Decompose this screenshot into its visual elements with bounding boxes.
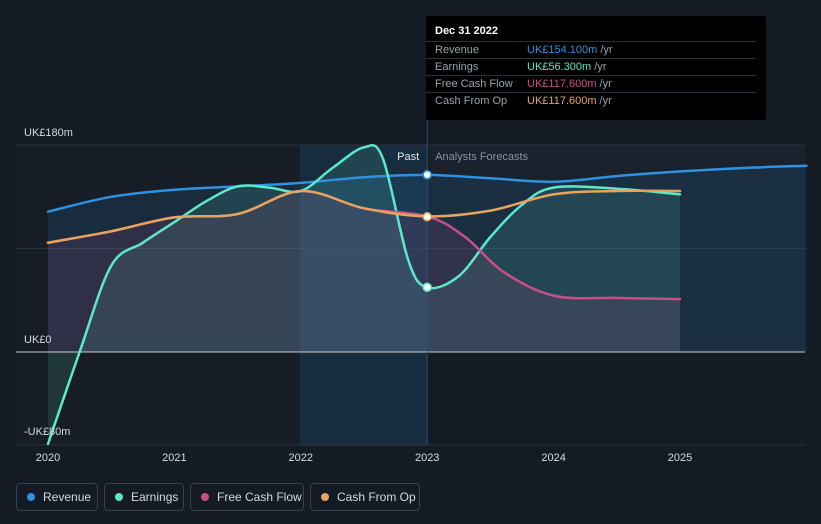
tooltip-value: UK£117.600m <box>527 78 597 90</box>
x-tick-label: 2022 <box>289 452 313 464</box>
tooltip-unit: /yr <box>594 61 607 73</box>
series-area-earnings <box>48 145 680 444</box>
tooltip-label: Free Cash Flow <box>435 78 513 90</box>
legend-label: Revenue <box>43 490 92 504</box>
earnings-dot-icon <box>115 493 123 501</box>
tooltip-value-wrap: UK£56.300m/yr <box>527 61 606 73</box>
tooltip-label: Earnings <box>435 61 479 73</box>
legend-item-revenue[interactable]: Revenue <box>16 483 98 511</box>
highlight-point <box>422 170 432 180</box>
legend-item-cash-from-op[interactable]: Cash From Op <box>310 483 420 511</box>
tooltip-unit: /yr <box>599 95 612 107</box>
x-tick-label: 2024 <box>541 452 565 464</box>
y-tick-label: -UK£80m <box>24 426 70 438</box>
series-line-cash-from-op <box>46 189 682 244</box>
tooltip-row-revenue: Revenue UK£154.100m/yr <box>426 41 756 59</box>
free-cash-flow-dot-icon <box>201 493 209 501</box>
tooltip-date: Dec 31 2022 <box>435 25 498 37</box>
tooltip-label: Cash From Op <box>435 95 508 107</box>
tooltip-row-cash-from-op: Cash From Op UK£117.600m/yr <box>426 92 756 110</box>
tooltip-value: UK£117.600m <box>527 95 597 107</box>
tooltip-label: Revenue <box>435 44 480 56</box>
legend-item-earnings[interactable]: Earnings <box>104 483 184 511</box>
series-area-free-cash-flow <box>48 190 680 352</box>
legend-item-free-cash-flow[interactable]: Free Cash Flow <box>190 483 304 511</box>
financial-chart: UK£180m UK£0 -UK£80m 2020 2021 2022 2023 2024 20… <box>16 120 808 464</box>
cash-from-op-dot-icon <box>321 493 329 501</box>
highlight-point <box>422 282 432 293</box>
history-region-band <box>16 145 300 445</box>
tooltip-value-wrap: UK£117.600m/yr <box>527 78 612 90</box>
y-tick-label: UK£180m <box>24 127 73 139</box>
tooltip-value: UK£154.100m <box>527 44 598 56</box>
legend-label: Cash From Op <box>337 490 416 504</box>
tooltip-row-earnings: Earnings UK£56.300m/yr <box>426 58 756 76</box>
forecast-label: Analysts Forecasts <box>435 151 528 163</box>
tooltip-value-wrap: UK£117.600m/yr <box>527 95 612 107</box>
highlight-point <box>422 212 432 222</box>
tooltip-unit: /yr <box>599 78 612 90</box>
past-label: Past <box>397 151 419 163</box>
tooltip-value-wrap: UK£154.100m/yr <box>527 44 613 56</box>
y-tick-label: UK£0 <box>24 334 52 346</box>
revenue-dot-icon <box>27 493 35 501</box>
x-tick-label: 2021 <box>162 452 186 464</box>
tooltip-value: UK£56.300m <box>527 61 592 73</box>
chart-tooltip: Dec 31 2022 Revenue UK£154.100m/yr Earni… <box>426 16 766 120</box>
legend-label: Earnings <box>131 490 179 504</box>
x-tick-label: 2023 <box>415 452 439 464</box>
x-tick-label: 2020 <box>36 452 60 464</box>
tooltip-row-free-cash-flow: Free Cash Flow UK£117.600m/yr <box>426 75 756 93</box>
tooltip-unit: /yr <box>600 44 613 56</box>
x-tick-label: 2025 <box>668 452 692 464</box>
legend-label: Free Cash Flow <box>217 490 302 504</box>
series-line-earnings <box>46 144 682 446</box>
